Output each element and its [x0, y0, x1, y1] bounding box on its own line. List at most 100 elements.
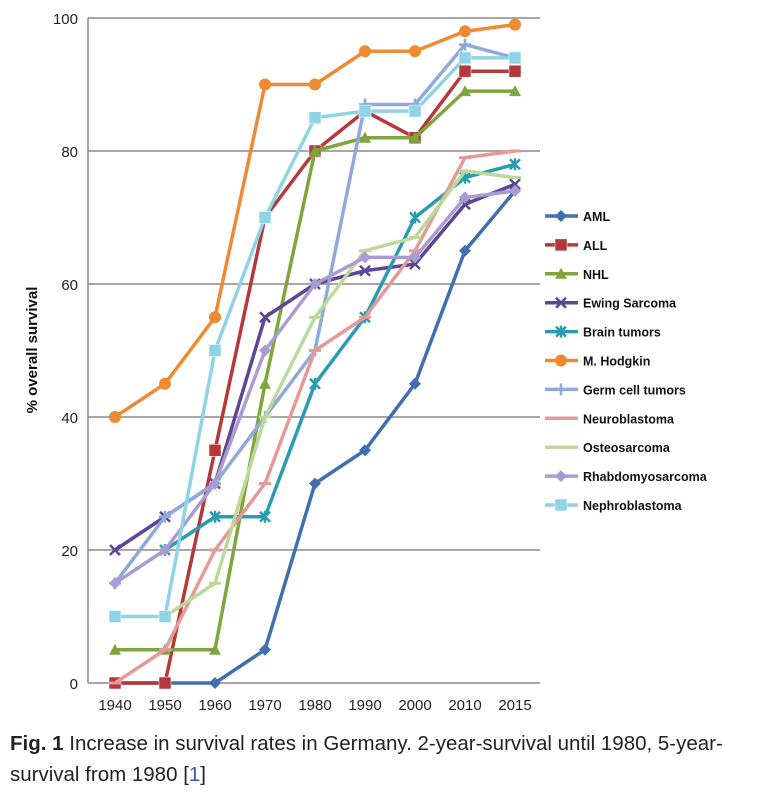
y-tick-label: 0: [70, 676, 78, 693]
legend-item: AML: [545, 210, 610, 224]
marker-triangle: [555, 267, 567, 279]
y-tick-label: 100: [53, 11, 78, 28]
marker-plus: [159, 510, 171, 523]
marker-triangle: [309, 145, 321, 156]
series-line: [115, 56, 515, 619]
marker-square: [158, 676, 172, 690]
marker-square: [158, 610, 172, 623]
ref-open: [: [183, 763, 189, 786]
legend-item: Osteosarcoma: [545, 441, 671, 455]
marker-circle: [359, 45, 371, 58]
marker-diamond: [409, 377, 421, 390]
series-ewing-sarcoma: [109, 178, 521, 556]
marker-circle: [459, 25, 471, 38]
x-tick-label: 1980: [298, 697, 331, 714]
survival-line-chart: 0 20 40 60 80 100 1940 1950 1960 1970 1980 1990 2000…: [24, 11, 708, 714]
marker-star: [309, 377, 321, 390]
x-tick-label: 1940: [98, 697, 131, 714]
marker-diamond: [209, 477, 221, 490]
marker-square: [458, 64, 472, 78]
series-line: [164, 169, 516, 618]
series-m-hodgkin: [109, 18, 521, 423]
marker-x: [109, 544, 121, 556]
marker-square: [208, 344, 222, 357]
legend-item: NHL: [545, 267, 609, 282]
marker-circle: [309, 78, 321, 91]
marker-square: [408, 104, 422, 118]
legend-label: AML: [583, 210, 610, 224]
legend-label: NHL: [583, 268, 609, 282]
marker-plus: [555, 383, 567, 396]
marker-diamond: [359, 444, 371, 457]
legend-label: Nephroblastoma: [583, 499, 683, 513]
marker-square: [308, 111, 322, 124]
marker-diamond: [509, 184, 521, 197]
x-tick-label: 1970: [248, 697, 281, 714]
legend-label: Osteosarcoma: [583, 441, 671, 455]
marker-diamond: [359, 251, 371, 264]
marker-triangle: [359, 131, 371, 143]
marker-triangle: [109, 643, 121, 655]
marker-circle: [109, 411, 121, 423]
marker-square: [554, 238, 568, 252]
x-tick-label: 2010: [448, 697, 481, 714]
marker-square: [554, 498, 568, 512]
y-tick-label: 20: [61, 543, 78, 560]
marker-square: [508, 64, 522, 78]
marker-star: [509, 158, 521, 171]
legend-label: M. Hodgkin: [583, 355, 650, 369]
legend-label: ALL: [583, 239, 608, 253]
marker-circle: [209, 311, 221, 324]
marker-square: [208, 444, 222, 457]
legend-item: Neuroblastoma: [545, 412, 675, 426]
marker-circle: [409, 45, 421, 58]
ref-close: ]: [200, 763, 206, 786]
marker-diamond: [309, 278, 321, 290]
marker-diamond: [555, 210, 567, 222]
marker-x: [555, 296, 567, 309]
series-line: [115, 69, 515, 685]
marker-x: [509, 178, 521, 191]
marker-star: [409, 211, 421, 224]
x-tick-label: 1950: [148, 697, 181, 714]
legend-item: Germ cell tumors: [545, 383, 686, 397]
series-line: [114, 182, 516, 552]
x-tick-label: 2015: [498, 697, 531, 714]
marker-diamond: [259, 344, 271, 357]
marker-square: [508, 51, 522, 65]
series-line: [113, 42, 516, 585]
marker-diamond: [459, 191, 471, 204]
marker-diamond: [459, 244, 471, 257]
marker-x: [359, 264, 371, 277]
marker-diamond: [409, 251, 421, 264]
marker-triangle: [409, 131, 421, 143]
figure-caption: Fig. 1 Increase in survival rates in Ger…: [10, 728, 760, 790]
legend-item: ALL: [545, 238, 608, 253]
marker-diamond: [159, 544, 171, 556]
legend-label: Rhabdomyosarcoma: [583, 470, 708, 484]
series-nephroblastoma: [108, 51, 522, 623]
legend-item: Brain tumors: [545, 325, 661, 340]
y-tick-label: 80: [61, 144, 78, 161]
marker-triangle: [259, 377, 271, 389]
marker-diamond: [309, 477, 321, 490]
marker-triangle: [509, 85, 521, 97]
figure-label: Fig. 1: [10, 732, 64, 755]
y-tick-label: 40: [61, 410, 78, 427]
marker-diamond: [109, 577, 121, 590]
marker-star: [209, 510, 221, 523]
marker-star: [259, 510, 271, 523]
marker-square: [258, 211, 272, 224]
x-tick-label: 1990: [348, 697, 381, 714]
legend-item: M. Hodgkin: [545, 354, 650, 369]
legend-label: Neuroblastoma: [583, 412, 675, 426]
legend-label: Germ cell tumors: [583, 383, 686, 397]
series-nhl: [109, 85, 521, 655]
legend-item: Ewing Sarcoma: [545, 297, 677, 311]
legend-label: Ewing Sarcoma: [583, 297, 677, 311]
legend-label: Brain tumors: [583, 326, 661, 340]
reference-link[interactable]: 1: [188, 763, 201, 786]
caption-text: Increase in survival rates in Germany. 2…: [10, 732, 723, 786]
y-axis-label: % overall survival: [24, 287, 41, 414]
marker-diamond: [259, 643, 271, 656]
